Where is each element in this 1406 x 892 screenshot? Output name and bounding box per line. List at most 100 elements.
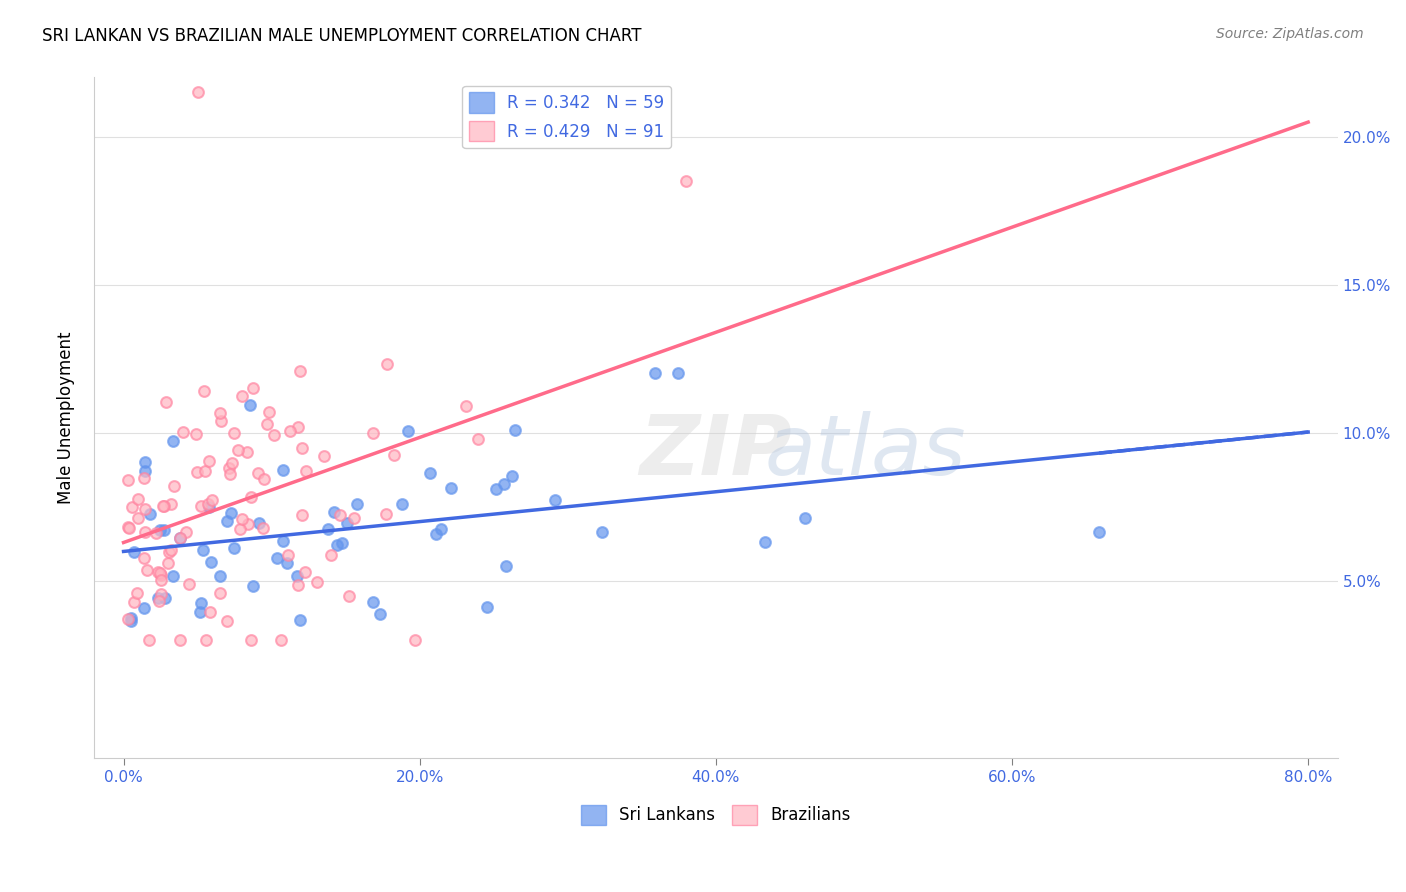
Brazilians xyxy=(179,577,201,591)
Brazilians xyxy=(148,594,170,608)
Brazilians xyxy=(221,456,243,470)
Brazilians xyxy=(295,464,318,478)
Sri Lankans xyxy=(139,507,162,521)
Sri Lankans xyxy=(754,535,776,549)
Brazilians xyxy=(231,388,253,402)
Brazilians xyxy=(201,493,224,508)
Sri Lankans xyxy=(495,558,517,573)
Brazilians xyxy=(125,586,148,600)
Brazilians xyxy=(294,565,316,579)
Sri Lankans xyxy=(162,434,184,448)
Sri Lankans xyxy=(1088,524,1111,539)
Brazilians xyxy=(242,381,264,395)
Brazilians xyxy=(456,399,478,413)
Sri Lankans xyxy=(396,424,419,438)
Sri Lankans xyxy=(475,599,498,614)
Sri Lankans xyxy=(346,497,368,511)
Brazilians xyxy=(134,471,156,485)
Sri Lankans xyxy=(208,569,231,583)
Brazilians xyxy=(118,521,141,535)
Sri Lankans xyxy=(120,611,142,625)
Brazilians xyxy=(218,467,240,481)
Brazilians xyxy=(312,449,335,463)
Sri Lankans xyxy=(430,522,453,536)
Brazilians xyxy=(675,174,697,188)
Brazilians xyxy=(117,612,139,626)
Sri Lankans xyxy=(644,367,666,381)
Sri Lankans xyxy=(484,483,506,497)
Brazilians xyxy=(150,567,173,582)
Brazilians xyxy=(152,500,174,514)
Sri Lankans xyxy=(273,533,295,548)
Brazilians xyxy=(149,566,172,581)
Sri Lankans xyxy=(134,455,156,469)
Brazilians xyxy=(194,632,217,647)
Brazilians xyxy=(238,517,260,532)
Brazilians xyxy=(363,426,385,441)
Sri Lankans xyxy=(198,500,221,514)
Brazilians xyxy=(252,521,274,535)
Brazilians xyxy=(145,526,167,541)
Sri Lankans xyxy=(266,551,288,566)
Brazilians xyxy=(305,574,328,589)
Sri Lankans xyxy=(419,466,441,480)
Brazilians xyxy=(134,524,156,539)
Sri Lankans xyxy=(219,506,242,520)
Brazilians xyxy=(135,563,157,577)
Brazilians xyxy=(149,587,172,601)
Sri Lankans xyxy=(505,423,527,437)
Brazilians xyxy=(132,550,155,565)
Brazilians xyxy=(229,522,252,536)
Brazilians xyxy=(287,578,309,592)
Sri Lankans xyxy=(793,510,815,524)
Sri Lankans xyxy=(122,545,145,559)
Sri Lankans xyxy=(668,367,690,381)
Brazilians xyxy=(382,448,405,462)
Sri Lankans xyxy=(276,556,298,570)
Sri Lankans xyxy=(370,607,392,621)
Sri Lankans xyxy=(544,492,567,507)
Brazilians xyxy=(263,427,285,442)
Brazilians xyxy=(319,548,342,562)
Sri Lankans xyxy=(188,605,211,619)
Sri Lankans xyxy=(492,477,515,491)
Sri Lankans xyxy=(162,569,184,583)
Brazilians xyxy=(117,520,139,534)
Brazilians xyxy=(155,395,177,409)
Brazilians xyxy=(329,508,352,522)
Brazilians xyxy=(224,426,246,441)
Sri Lankans xyxy=(200,555,222,569)
Text: SRI LANKAN VS BRAZILIAN MALE UNEMPLOYMENT CORRELATION CHART: SRI LANKAN VS BRAZILIAN MALE UNEMPLOYMEN… xyxy=(42,27,641,45)
Brazilians xyxy=(404,632,426,647)
Brazilians xyxy=(117,473,139,487)
Sri Lankans xyxy=(440,481,463,495)
Brazilians xyxy=(253,472,276,486)
Sri Lankans xyxy=(169,531,191,545)
Brazilians xyxy=(239,632,262,647)
Brazilians xyxy=(259,405,281,419)
Brazilians xyxy=(375,357,398,371)
Brazilians xyxy=(172,425,194,440)
Brazilians xyxy=(169,632,191,647)
Sri Lankans xyxy=(242,578,264,592)
Brazilians xyxy=(343,510,366,524)
Brazilians xyxy=(209,414,232,428)
Sri Lankans xyxy=(217,514,239,528)
Legend: Sri Lankans, Brazilians: Sri Lankans, Brazilians xyxy=(574,798,858,831)
Brazilians xyxy=(226,442,249,457)
Brazilians xyxy=(148,565,170,579)
Brazilians xyxy=(256,417,278,431)
Brazilians xyxy=(162,479,184,493)
Brazilians xyxy=(287,419,309,434)
Brazilians xyxy=(235,444,257,458)
Sri Lankans xyxy=(152,523,174,537)
Sri Lankans xyxy=(591,525,613,540)
Brazilians xyxy=(337,590,360,604)
Sri Lankans xyxy=(285,569,308,583)
Sri Lankans xyxy=(190,596,212,610)
Sri Lankans xyxy=(191,542,214,557)
Brazilians xyxy=(193,384,215,398)
Brazilians xyxy=(198,605,221,619)
Sri Lankans xyxy=(330,536,353,550)
Sri Lankans xyxy=(239,398,262,412)
